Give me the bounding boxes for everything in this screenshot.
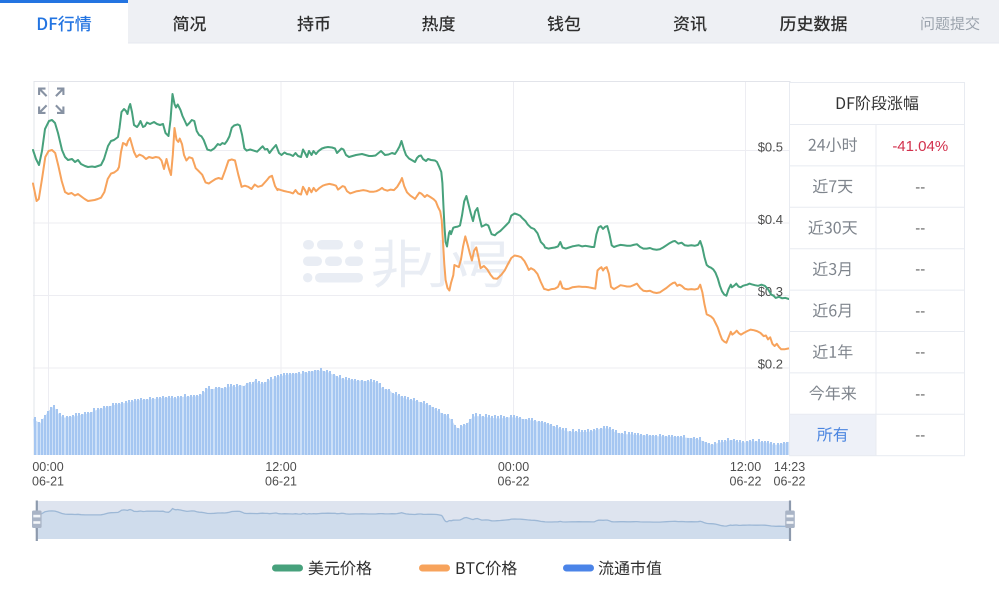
svg-text:00:00: 00:00	[32, 460, 63, 474]
svg-text:06-22: 06-22	[730, 475, 762, 489]
svg-text:--: --	[915, 179, 925, 196]
svg-text:--: --	[915, 344, 925, 361]
svg-text:$0.2: $0.2	[758, 357, 783, 372]
svg-text:06-21: 06-21	[32, 475, 64, 489]
svg-text:--: --	[915, 303, 925, 320]
svg-text:$0.4: $0.4	[758, 212, 783, 227]
svg-text:06-22: 06-22	[774, 475, 806, 489]
svg-text:--: --	[915, 261, 925, 278]
svg-text:12:00: 12:00	[730, 460, 761, 474]
svg-text:12:00: 12:00	[265, 460, 296, 474]
svg-text:$0.5: $0.5	[758, 140, 783, 155]
svg-text:06-22: 06-22	[498, 475, 530, 489]
svg-text:--: --	[915, 220, 925, 237]
svg-text:--: --	[915, 427, 925, 444]
svg-text:--: --	[915, 386, 925, 403]
svg-text:06-21: 06-21	[265, 475, 297, 489]
svg-text:14:23: 14:23	[774, 460, 805, 474]
svg-text:-41.04%: -41.04%	[892, 138, 948, 155]
svg-text:00:00: 00:00	[498, 460, 529, 474]
